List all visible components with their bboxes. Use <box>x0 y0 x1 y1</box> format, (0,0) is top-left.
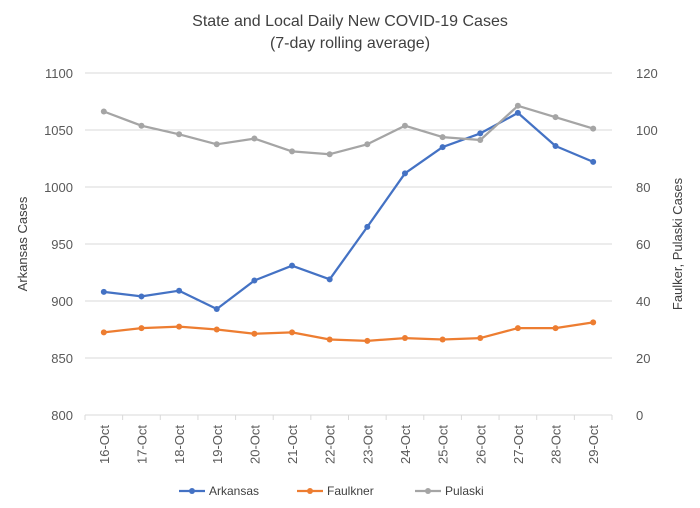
data-point-pulaski <box>213 141 220 148</box>
data-point-faulkner <box>401 335 408 342</box>
left-tick-label: 950 <box>51 237 73 252</box>
data-point-faulkner <box>138 325 145 332</box>
data-point-faulkner <box>364 337 371 344</box>
left-axis: 800 850 900 950 1000 1050 1100 <box>44 66 73 423</box>
right-tick-label: 80 <box>636 180 650 195</box>
data-point-pulaski <box>439 134 446 141</box>
left-tick-label: 1100 <box>45 66 73 81</box>
data-point-pulaski <box>514 102 521 109</box>
x-axis: 16-Oct 17-Oct 18-Oct 19-Oct 20-Oct 21-Oct 22-O… <box>84 415 613 464</box>
x-tick-label: 29-Oct <box>586 425 601 464</box>
data-point-arkansas <box>213 305 220 312</box>
x-tick-label: 27-Oct <box>511 425 526 464</box>
data-point-arkansas <box>100 288 107 295</box>
series <box>100 102 597 344</box>
data-point-pulaski <box>289 148 296 155</box>
data-point-arkansas <box>439 144 446 151</box>
data-point-pulaski <box>477 136 484 143</box>
data-point-arkansas <box>401 170 408 177</box>
left-tick-label: 1050 <box>44 123 73 138</box>
legend-marker-pulaski <box>425 488 431 494</box>
gridlines <box>85 72 612 416</box>
right-tick-label: 20 <box>636 351 650 366</box>
data-point-arkansas <box>176 287 183 294</box>
series-line-arkansas <box>103 111 594 311</box>
data-point-faulkner <box>477 335 484 342</box>
x-tick-label: 16-Oct <box>97 425 112 464</box>
x-tick-label: 21-Oct <box>285 425 300 464</box>
series-line-pulaski <box>103 104 594 156</box>
data-point-pulaski <box>401 122 408 129</box>
left-tick-label: 850 <box>51 351 73 366</box>
data-point-faulkner <box>590 319 597 326</box>
right-tick-label: 0 <box>636 408 643 423</box>
x-tick-label: 18-Oct <box>172 425 187 464</box>
x-tick-label: 17-Oct <box>134 425 149 464</box>
legend-label-arkansas: Arkansas <box>209 484 259 498</box>
data-point-faulkner <box>289 329 296 336</box>
left-tick-label: 900 <box>51 294 73 309</box>
data-point-faulkner <box>251 330 258 337</box>
data-point-pulaski <box>364 141 371 148</box>
right-axis: 0 20 40 60 80 100 120 <box>636 66 658 423</box>
x-tick-label: 26-Oct <box>473 425 488 464</box>
x-tick-label: 20-Oct <box>247 425 262 464</box>
data-point-arkansas <box>590 158 597 165</box>
data-point-pulaski <box>251 135 258 142</box>
legend-label-pulaski: Pulaski <box>445 484 484 498</box>
data-point-arkansas <box>364 223 371 230</box>
data-point-pulaski <box>138 122 145 129</box>
right-tick-label: 100 <box>636 123 658 138</box>
data-point-arkansas <box>289 262 296 269</box>
data-point-faulkner <box>213 326 220 333</box>
data-point-arkansas <box>251 277 258 284</box>
data-point-faulkner <box>552 325 559 332</box>
x-tick-label: 22-Oct <box>323 425 338 464</box>
data-point-pulaski <box>100 108 107 115</box>
data-point-arkansas <box>552 142 559 149</box>
right-axis-title: Faulker, Pulaski Cases <box>670 177 685 310</box>
right-tick-label: 120 <box>636 66 658 81</box>
data-point-faulkner <box>176 323 183 330</box>
data-point-faulkner <box>326 336 333 343</box>
data-point-arkansas <box>477 130 484 137</box>
left-axis-title: Arkansas Cases <box>15 196 30 291</box>
data-point-pulaski <box>176 131 183 138</box>
legend-label-faulkner: Faulkner <box>327 484 374 498</box>
series-line-faulkner <box>103 321 594 343</box>
data-point-faulkner <box>439 336 446 343</box>
data-point-arkansas <box>138 293 145 300</box>
data-point-arkansas <box>514 109 521 116</box>
x-tick-label: 19-Oct <box>210 425 225 464</box>
right-tick-label: 40 <box>636 294 650 309</box>
left-tick-label: 1000 <box>44 180 73 195</box>
legend: Arkansas Faulkner Pulaski <box>179 484 484 498</box>
x-tick-label: 25-Oct <box>436 425 451 464</box>
chart-subtitle: (7-day rolling average) <box>270 35 430 52</box>
x-tick-label: 28-Oct <box>549 425 564 464</box>
data-point-pulaski <box>552 114 559 121</box>
legend-marker-faulkner <box>307 488 313 494</box>
legend-marker-arkansas <box>189 488 195 494</box>
data-point-pulaski <box>326 151 333 158</box>
x-tick-label: 24-Oct <box>398 425 413 464</box>
chart-title: State and Local Daily New COVID-19 Cases <box>192 13 508 30</box>
data-point-faulkner <box>100 329 107 336</box>
data-point-faulkner <box>514 325 521 332</box>
x-tick-label: 23-Oct <box>360 425 375 464</box>
left-tick-label: 800 <box>51 408 73 423</box>
data-point-pulaski <box>590 125 597 132</box>
data-point-arkansas <box>326 276 333 283</box>
right-tick-label: 60 <box>636 237 650 252</box>
